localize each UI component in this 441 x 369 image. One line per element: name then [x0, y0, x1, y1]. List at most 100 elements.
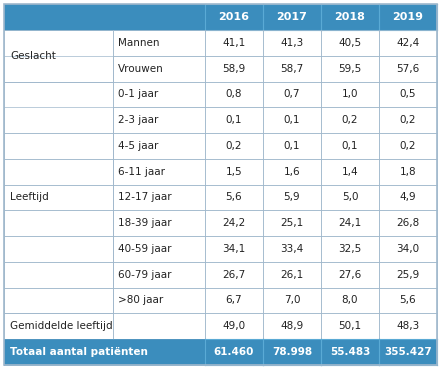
Text: 42,4: 42,4 — [396, 38, 420, 48]
Bar — [321, 159, 379, 184]
Bar — [4, 313, 113, 339]
Text: 60-79 jaar: 60-79 jaar — [118, 270, 172, 280]
Text: Gemiddelde leeftijd: Gemiddelde leeftijd — [10, 321, 112, 331]
Bar — [321, 262, 379, 287]
Bar — [4, 184, 113, 210]
Bar — [379, 287, 437, 313]
Text: 0,2: 0,2 — [400, 141, 416, 151]
Bar — [321, 210, 379, 236]
Text: Totaal aantal patiënten: Totaal aantal patiënten — [10, 347, 148, 357]
Text: 41,1: 41,1 — [222, 38, 246, 48]
Bar — [113, 262, 205, 287]
Text: 61.460: 61.460 — [214, 347, 254, 357]
Text: 7,0: 7,0 — [284, 295, 300, 306]
Bar — [379, 30, 437, 56]
Bar — [263, 184, 321, 210]
Bar — [321, 30, 379, 56]
Text: 2019: 2019 — [392, 12, 423, 22]
Bar — [379, 4, 437, 30]
Bar — [379, 82, 437, 107]
Text: 2016: 2016 — [218, 12, 250, 22]
Bar — [321, 56, 379, 82]
Text: 12-17 jaar: 12-17 jaar — [118, 192, 172, 202]
Bar — [113, 313, 205, 339]
Bar — [113, 159, 205, 184]
Bar — [263, 107, 321, 133]
Text: 32,5: 32,5 — [338, 244, 362, 254]
Bar — [113, 184, 205, 210]
Bar — [4, 236, 113, 262]
Text: 2017: 2017 — [277, 12, 307, 22]
Text: 40-59 jaar: 40-59 jaar — [118, 244, 172, 254]
Bar — [205, 210, 263, 236]
Text: 24,1: 24,1 — [338, 218, 362, 228]
Bar — [321, 339, 379, 365]
Bar — [263, 287, 321, 313]
Bar — [321, 287, 379, 313]
Bar — [205, 184, 263, 210]
Bar — [263, 30, 321, 56]
Text: 1,5: 1,5 — [226, 167, 242, 177]
Bar — [4, 107, 113, 133]
Text: 58,9: 58,9 — [222, 63, 246, 74]
Bar — [263, 159, 321, 184]
Bar — [4, 287, 113, 313]
Text: 78.998: 78.998 — [272, 347, 312, 357]
Text: 40,5: 40,5 — [338, 38, 362, 48]
Bar — [321, 236, 379, 262]
Bar — [379, 184, 437, 210]
Text: Mannen: Mannen — [118, 38, 160, 48]
Bar — [379, 210, 437, 236]
Text: 57,6: 57,6 — [396, 63, 420, 74]
Bar — [4, 30, 113, 82]
Bar — [205, 287, 263, 313]
Bar — [205, 82, 263, 107]
Bar — [113, 287, 205, 313]
Bar — [205, 339, 263, 365]
Text: Geslacht: Geslacht — [10, 51, 56, 61]
Text: 0,2: 0,2 — [342, 115, 358, 125]
Bar — [4, 56, 113, 82]
Text: 58,7: 58,7 — [280, 63, 303, 74]
Text: 0,8: 0,8 — [226, 89, 242, 99]
Text: 1,6: 1,6 — [284, 167, 300, 177]
Text: Leeftijd: Leeftijd — [10, 192, 49, 202]
Bar — [205, 262, 263, 287]
Bar — [321, 184, 379, 210]
Text: 6,7: 6,7 — [226, 295, 242, 306]
Bar — [205, 236, 263, 262]
Bar — [379, 339, 437, 365]
Bar — [4, 159, 113, 184]
Text: 0,1: 0,1 — [342, 141, 358, 151]
Text: 33,4: 33,4 — [280, 244, 303, 254]
Text: 4-5 jaar: 4-5 jaar — [118, 141, 158, 151]
Text: 18-39 jaar: 18-39 jaar — [118, 218, 172, 228]
Bar — [4, 4, 205, 30]
Text: 25,9: 25,9 — [396, 270, 420, 280]
Text: 34,0: 34,0 — [396, 244, 419, 254]
Bar — [263, 236, 321, 262]
Bar — [263, 339, 321, 365]
Text: 1,0: 1,0 — [342, 89, 358, 99]
Bar — [4, 133, 113, 159]
Bar — [205, 56, 263, 82]
Bar — [205, 4, 263, 30]
Bar — [321, 4, 379, 30]
Bar — [263, 4, 321, 30]
Text: 0,1: 0,1 — [226, 115, 242, 125]
Text: 26,1: 26,1 — [280, 270, 303, 280]
Text: 5,0: 5,0 — [342, 192, 358, 202]
Text: 355.427: 355.427 — [384, 347, 432, 357]
Bar — [4, 82, 113, 313]
Text: 8,0: 8,0 — [342, 295, 358, 306]
Text: 2018: 2018 — [335, 12, 366, 22]
Text: 24,2: 24,2 — [222, 218, 246, 228]
Bar — [379, 56, 437, 82]
Text: 1,4: 1,4 — [342, 167, 358, 177]
Bar — [321, 107, 379, 133]
Text: 41,3: 41,3 — [280, 38, 303, 48]
Bar — [263, 56, 321, 82]
Text: Vrouwen: Vrouwen — [118, 63, 164, 74]
Bar — [379, 107, 437, 133]
Text: 59,5: 59,5 — [338, 63, 362, 74]
